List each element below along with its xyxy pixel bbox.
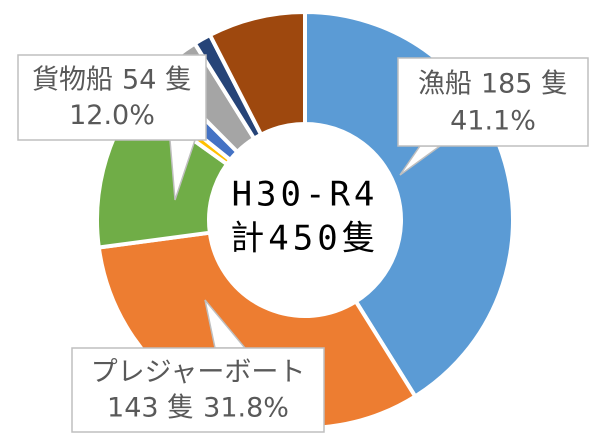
- callout-box: [71, 347, 325, 433]
- label-part: 貨物船: [32, 64, 113, 95]
- data-label: プレジャーボート: [91, 357, 306, 388]
- slice: [207, 9, 307, 138]
- label-part: 31.8%: [203, 392, 289, 423]
- label-part: 54 隻: [122, 64, 192, 95]
- data-label: 漁船 185 隻: [418, 68, 568, 99]
- label-part: 12.0%: [69, 100, 155, 131]
- data-label: 貨物船 54 隻: [32, 64, 192, 95]
- center-label: 計450隻: [230, 219, 379, 259]
- data-label: 12.0%: [69, 100, 155, 131]
- label-part: プレジャーボート: [91, 357, 306, 388]
- callout-box: [17, 54, 207, 141]
- callout-box: [397, 57, 589, 147]
- center-label: H30-R4: [232, 175, 379, 215]
- label-part: 143 隻: [107, 392, 194, 423]
- data-label: 143 隻 31.8%: [107, 392, 289, 423]
- data-label: 41.1%: [450, 105, 536, 136]
- label-part: 漁船: [418, 68, 472, 99]
- label-part: 185 隻: [481, 68, 568, 99]
- label-part: 41.1%: [450, 105, 536, 136]
